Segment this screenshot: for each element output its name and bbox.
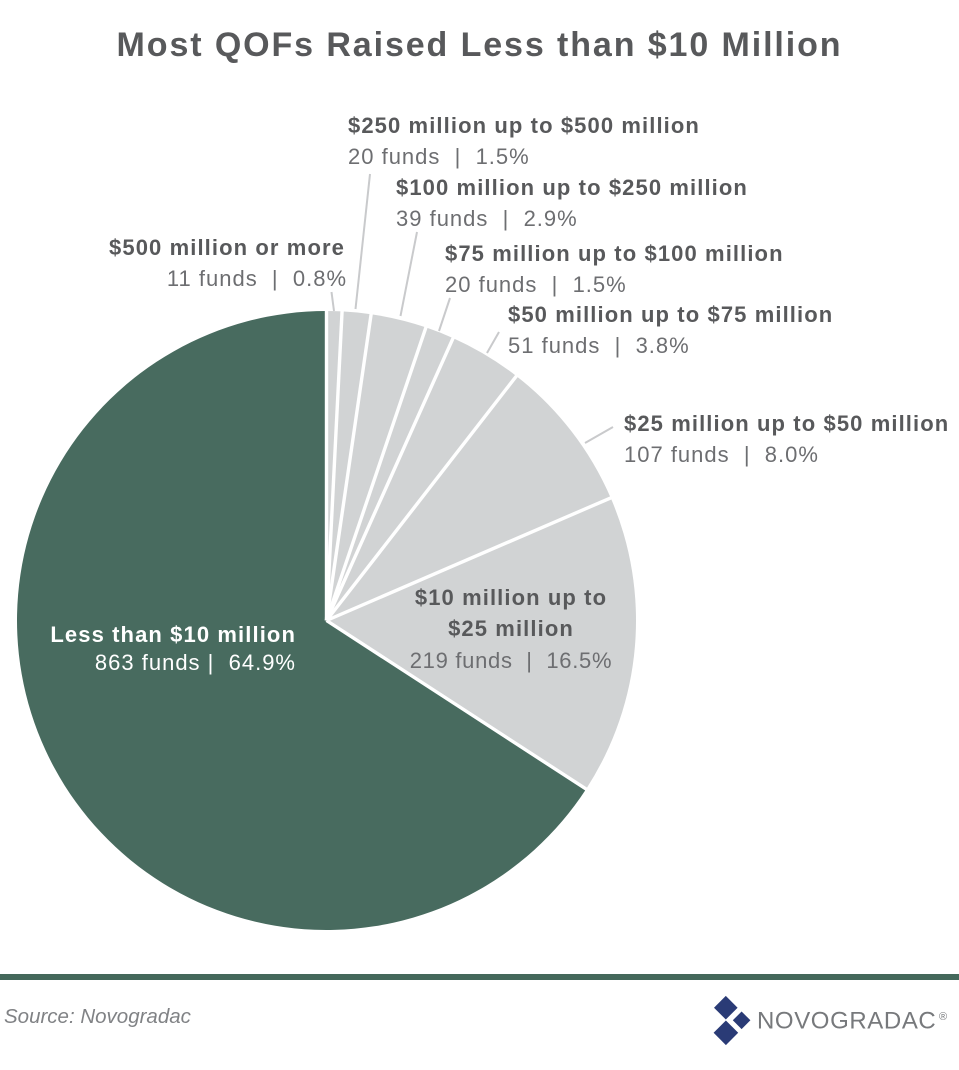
svg-text:NOVOGRADAC: NOVOGRADAC [757, 1008, 936, 1035]
svg-text:®: ® [939, 1011, 947, 1023]
